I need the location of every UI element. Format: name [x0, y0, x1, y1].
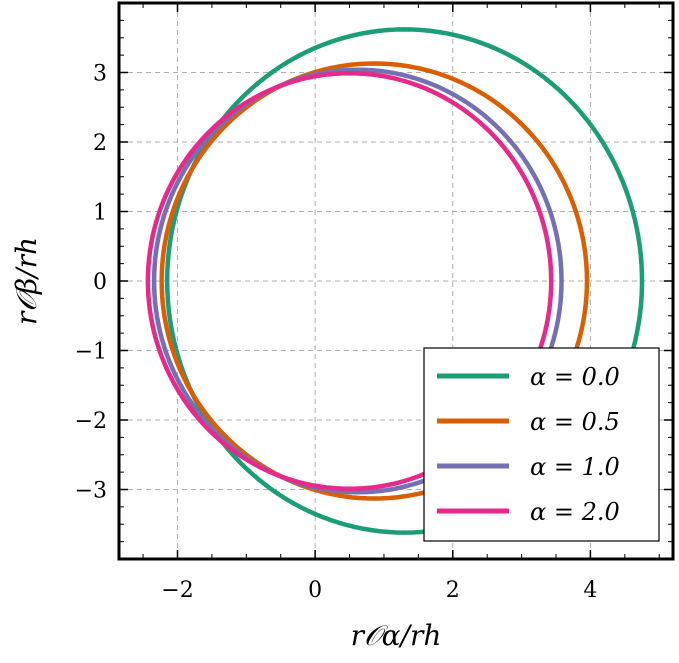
x-tick-label: 2 [446, 578, 460, 603]
legend: α = 0.0 α = 0.5 α = 1.0 α = 2.0 [423, 347, 660, 542]
y-tick-label: 1 [93, 201, 107, 226]
x-axis-label: r𝒪α/rh [351, 619, 442, 652]
legend-label-1: α = 0.5 [530, 408, 620, 436]
tick-labels: −2 0 2 4 −3 −2 −1 0 1 2 3 [75, 62, 598, 604]
y-tick-label: −3 [75, 479, 107, 504]
legend-label-3: α = 2.0 [530, 498, 620, 526]
ticks [119, 3, 673, 559]
legend-label-2: α = 1.0 [530, 453, 620, 481]
y-tick-label: 2 [93, 131, 107, 156]
y-tick-label: −1 [75, 340, 107, 365]
y-tick-label: 0 [93, 270, 107, 295]
y-tick-label: −2 [75, 409, 107, 434]
x-tick-label: −2 [161, 578, 193, 603]
y-tick-label: 3 [93, 62, 107, 87]
x-tick-label: 0 [308, 578, 322, 603]
legend-label-0: α = 0.0 [530, 363, 620, 391]
x-tick-label: 4 [583, 578, 597, 603]
y-axis-label: r𝒪β/rh [10, 237, 43, 325]
